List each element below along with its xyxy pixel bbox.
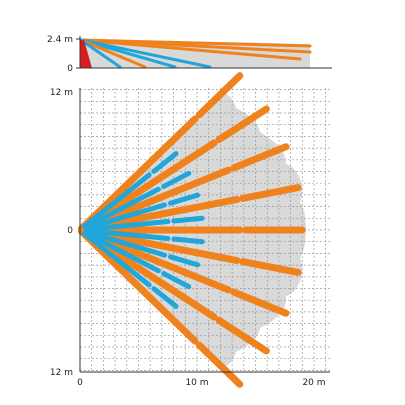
near-beam-inner [79,172,152,232]
y-label-bottom: 12 m [50,368,73,378]
side-view-beam [79,38,122,69]
far-beam-outer [230,288,290,317]
near-beam-outer [161,170,192,189]
side-view-beam [79,38,212,69]
near-beam-inner [79,202,168,232]
near-beam-inner [79,186,161,232]
x-label-zero: 0 [77,378,83,388]
near-beam-outer [151,151,179,174]
near-beam-outer [171,236,205,245]
far-beam-outer [195,341,244,388]
side-view-beam [79,38,177,69]
far-beam-outer [239,184,302,202]
side-view-beams [79,38,312,69]
near-beam-inner [79,228,152,288]
sensor-origin [78,227,84,233]
far-beam-inner [78,195,241,234]
far-beam-outer [230,143,290,172]
y-label-zero: 0 [67,226,73,236]
far-beam-inner [78,166,232,233]
side-view: 2.4 m 0 [47,35,332,74]
near-beam-outer [167,254,201,268]
near-beam-inner [79,228,161,274]
far-beam-outer [195,72,244,119]
far-beam-outer [239,258,302,276]
near-beam-inner [79,219,171,233]
far-beam-outer [215,316,270,355]
near-beam-inner [79,227,171,241]
far-beam-inner [78,226,241,265]
top-view-beams [77,72,306,388]
far-beam-inner [78,227,218,321]
near-beam-inner [79,228,168,258]
y-label-top: 12 m [50,88,73,98]
side-view-zero-label: 0 [67,64,73,74]
near-beam-outer [161,271,192,290]
far-beam-inner [77,227,199,345]
mount-height-marker [80,40,92,68]
x-label-20m: 20 m [302,378,325,388]
near-beam-outer [171,215,205,224]
near-beam-outer [151,286,179,309]
far-beam-inner [78,139,218,233]
side-view-height-label: 2.4 m [47,35,73,45]
far-beam-outer [215,105,270,144]
side-view-beam [79,38,147,69]
x-label-10m: 10 m [185,378,208,388]
side-view-beam [79,38,302,61]
top-view: 12 m 0 12 m 0 10 m 20 m [50,72,330,388]
far-beam-inner [77,115,199,233]
near-beam-outer [167,192,201,206]
far-beam-inner [78,227,232,294]
